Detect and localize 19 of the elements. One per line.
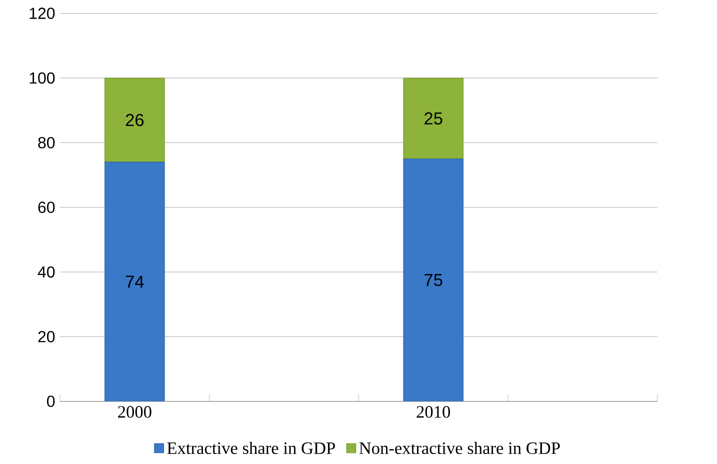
- data-label: 25: [424, 112, 442, 125]
- y-tick-label: 0: [47, 396, 55, 407]
- legend-label: Non-extractive share in GDP: [359, 442, 560, 454]
- y-tick-label: 40: [38, 266, 55, 278]
- data-label: 26: [126, 114, 144, 126]
- x-tick-label: 2010: [416, 406, 450, 418]
- data-label: 74: [126, 276, 144, 288]
- y-tick-label: 120: [30, 8, 55, 19]
- bar: [104, 78, 165, 162]
- y-tick-label: 60: [38, 202, 55, 213]
- y-tick-label: 20: [38, 331, 55, 342]
- legend-label: Extractive share in GDP: [167, 442, 335, 454]
- y-tick-label: 80: [38, 137, 55, 148]
- data-label: 75: [424, 274, 442, 286]
- bar: [403, 78, 464, 160]
- bar: [104, 162, 165, 402]
- y-tick-label: 100: [30, 72, 55, 84]
- x-tick-label: 2000: [118, 406, 152, 418]
- bar: [403, 158, 464, 402]
